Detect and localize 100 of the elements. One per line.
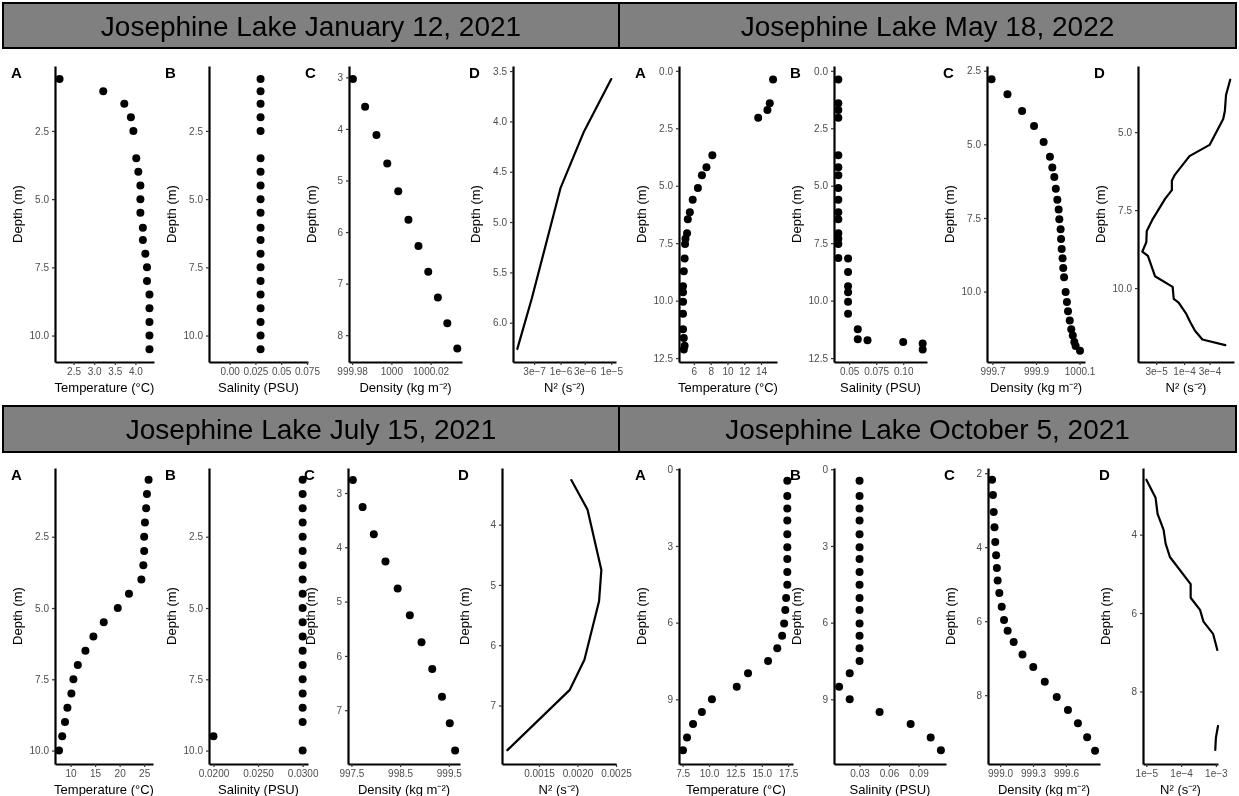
- point: [453, 344, 462, 353]
- x-axis-title: Temperature (°C): [54, 782, 154, 796]
- point: [685, 208, 694, 217]
- x-tick-label: 12: [739, 366, 751, 378]
- y-tick-label: 4: [976, 541, 983, 553]
- y-tick-label: 7.5: [35, 262, 50, 274]
- point: [433, 293, 442, 302]
- point: [1039, 137, 1048, 146]
- y-tick-label: 10.0: [29, 330, 50, 342]
- x-tick-label: 3e−4: [1198, 366, 1222, 378]
- point: [136, 208, 145, 217]
- x-axis-title: Temperature (°C): [54, 380, 155, 395]
- point: [424, 267, 433, 276]
- text: Josephine Lake October 5, 2021: [725, 414, 1130, 445]
- point: [142, 504, 151, 513]
- point: [1018, 650, 1027, 659]
- x-axis-title: Temperature (°C): [686, 782, 786, 796]
- point: [783, 580, 792, 589]
- x-tick-label: 999.6: [1053, 768, 1080, 780]
- y-tick-label: 5: [337, 175, 344, 187]
- y-tick-label: 0.0: [814, 65, 829, 77]
- x-tick-label: 0.0015: [524, 768, 556, 780]
- point: [689, 720, 698, 729]
- point: [63, 703, 72, 712]
- point: [298, 746, 307, 755]
- point: [298, 561, 307, 570]
- point: [855, 594, 864, 603]
- point: [834, 99, 843, 108]
- y-tick-label: 4: [490, 519, 497, 531]
- point: [834, 195, 843, 204]
- point: [702, 163, 711, 172]
- point: [256, 154, 265, 163]
- y-tick-label: 12.5: [808, 352, 829, 364]
- point: [853, 335, 862, 344]
- point: [1059, 264, 1068, 273]
- point: [1075, 346, 1084, 355]
- point: [256, 263, 265, 272]
- y-axis-title: Depth (m): [943, 587, 958, 645]
- y-tick-label: 3: [822, 540, 829, 552]
- point: [451, 746, 460, 755]
- x-tick-label: 12.5: [726, 768, 747, 780]
- y-tick-label: 6: [667, 617, 674, 629]
- x-tick-label: 3.5: [108, 366, 123, 378]
- point: [990, 523, 999, 532]
- point: [99, 618, 108, 627]
- point: [256, 249, 265, 258]
- point: [1068, 331, 1077, 340]
- point: [744, 669, 753, 678]
- point: [834, 113, 843, 122]
- x-tick-label: 20: [114, 768, 127, 780]
- x-axis-title: N² (s⁻²): [544, 380, 585, 395]
- point: [124, 589, 133, 598]
- x-tick-label: 998.5: [388, 768, 414, 780]
- point: [145, 345, 154, 354]
- y-tick-label: 10.0: [808, 295, 829, 307]
- point: [256, 317, 265, 326]
- x-tick-label: 4.0: [128, 366, 144, 378]
- y-tick-label: 8: [337, 329, 344, 341]
- point: [782, 594, 791, 603]
- point: [783, 504, 792, 513]
- point: [298, 675, 307, 684]
- point: [844, 288, 853, 297]
- text: B: [790, 64, 801, 81]
- y-axis-title: Depth (m): [10, 587, 25, 645]
- x-tick-label: 999.98: [337, 366, 369, 378]
- point: [136, 195, 145, 204]
- point: [855, 631, 864, 640]
- x-tick-label: 0.075: [294, 366, 321, 378]
- y-tick-label: 2.5: [35, 531, 50, 543]
- text: Josephine Lake May 18, 2022: [740, 10, 1115, 42]
- x-tick-label: 3e−5: [1145, 366, 1169, 378]
- point: [778, 631, 787, 640]
- point: [1040, 677, 1049, 686]
- point: [67, 689, 76, 698]
- x-tick-label: 25: [139, 768, 151, 780]
- point: [708, 151, 717, 160]
- y-axis-title: Depth (m): [634, 185, 649, 243]
- text: A: [11, 64, 22, 81]
- x-tick-label: 0.0250: [243, 768, 275, 780]
- point: [73, 661, 82, 670]
- point: [113, 604, 122, 613]
- point: [393, 584, 402, 593]
- x-axis-title: N² (s⁻²): [1165, 380, 1207, 395]
- y-tick-label: 10.0: [29, 745, 50, 757]
- point: [997, 602, 1006, 611]
- y-tick-label: 5: [336, 596, 343, 608]
- point: [783, 543, 792, 552]
- point: [855, 568, 864, 577]
- point: [834, 106, 843, 115]
- point: [256, 208, 265, 217]
- point: [783, 516, 792, 525]
- y-tick-label: 7.5: [189, 674, 204, 686]
- point: [855, 555, 864, 563]
- y-tick-label: 10.0: [183, 745, 204, 757]
- x-axis-title: Density (kg m⁻²): [357, 782, 451, 796]
- point: [256, 126, 265, 135]
- y-tick-label: 4: [336, 542, 343, 553]
- point: [1063, 705, 1072, 714]
- point: [991, 538, 1000, 546]
- point: [137, 575, 146, 584]
